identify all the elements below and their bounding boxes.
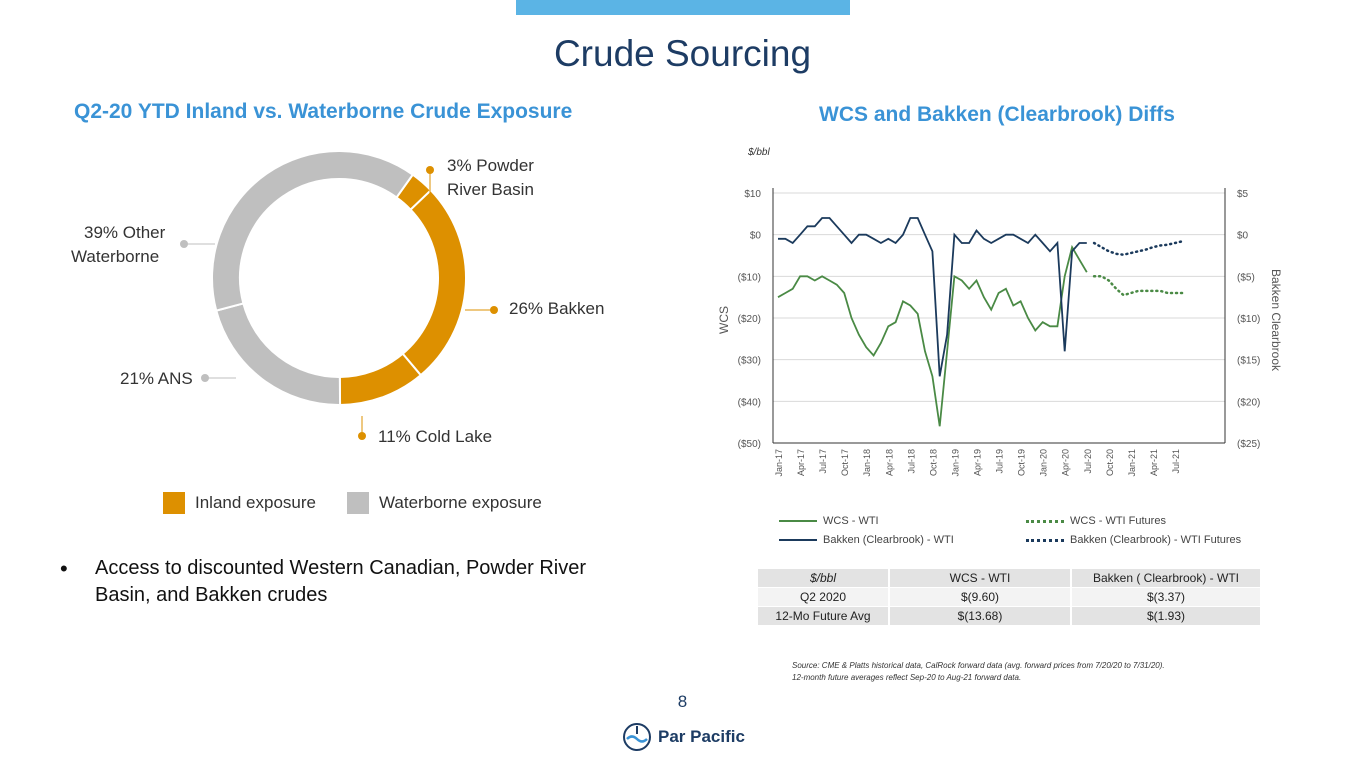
unit-label: $/bbl xyxy=(747,147,770,158)
x-tick-label: Jul-19 xyxy=(995,449,1005,474)
legend-bakken: Bakken (Clearbrook) - WTI xyxy=(779,534,954,546)
donut-subtitle: Q2-20 YTD Inland vs. Waterborne Crude Ex… xyxy=(74,100,573,123)
bullet-point: • Access to discounted Western Canadian,… xyxy=(60,555,620,609)
x-tick-label: Jul-21 xyxy=(1171,449,1181,474)
y2-axis-title: Bakken Clearbrook xyxy=(1269,269,1283,372)
source-line-1: Source: CME & Platts historical data, Ca… xyxy=(792,661,1165,670)
x-tick-label: Apr-19 xyxy=(973,449,983,476)
y2-tick-label: ($20) xyxy=(1237,397,1260,408)
series-bakken-clearbrook-wti-futures xyxy=(1092,240,1184,256)
legend-wcs: WCS - WTI xyxy=(779,515,879,527)
table-cell: Q2 2020 xyxy=(758,587,889,607)
x-tick-label: Oct-18 xyxy=(928,449,938,476)
table-row: 12-Mo Future Avg $(13.68) $(1.93) xyxy=(758,606,1260,626)
diff-summary-table: $/bbl WCS - WTI Bakken ( Clearbrook) - W… xyxy=(758,569,1260,626)
page-title: Crude Sourcing xyxy=(553,33,812,74)
par-pacific-logo: Par Pacific xyxy=(622,722,745,752)
ans-label: 21% ANS xyxy=(120,369,193,388)
source-note: Source: CME & Platts historical data, Ca… xyxy=(792,660,1165,684)
y2-tick-label: ($10) xyxy=(1237,314,1260,325)
x-tick-label: Apr-21 xyxy=(1149,449,1159,476)
y-tick-label: ($50) xyxy=(738,439,761,450)
y-axis-title: WCS xyxy=(717,306,731,334)
x-tick-label: Oct-17 xyxy=(840,449,850,476)
donut-slice-other-waterborne xyxy=(211,150,415,312)
page-number: 8 xyxy=(677,692,688,711)
legend-wcs-label: WCS - WTI xyxy=(823,515,879,527)
legend-inland-label: Inland exposure xyxy=(195,493,316,512)
table-cell: $(9.60) xyxy=(888,587,1071,607)
table-cell: $(1.93) xyxy=(1070,606,1260,626)
x-tick-label: Jul-17 xyxy=(818,449,828,474)
x-tick-label: Jan-20 xyxy=(1039,449,1049,477)
legend-bakken-futures: Bakken (Clearbrook) - WTI Futures xyxy=(1026,534,1241,546)
table-row: Q2 2020 $(9.60) $(3.37) xyxy=(758,587,1260,607)
wave-logo-icon xyxy=(623,723,651,751)
powder-label-2: River Basin xyxy=(447,180,534,199)
x-tick-label: Jul-20 xyxy=(1083,449,1093,474)
series-wcs-wti xyxy=(777,244,1088,427)
x-tick-label: Oct-19 xyxy=(1017,449,1027,476)
diffs-line-chart: $10 $5 $0 $0 ($10) ($5) ($20) ($10) ($30) ($15) ($… xyxy=(717,147,1283,477)
table-cell: 12-Mo Future Avg xyxy=(758,606,889,626)
y2-tick-label: ($25) xyxy=(1237,439,1260,450)
table-header-cell: $/bbl xyxy=(758,569,889,588)
legend-waterborne-label: Waterborne exposure xyxy=(379,493,542,512)
table-header-row: $/bbl WCS - WTI Bakken ( Clearbrook) - W… xyxy=(758,569,1260,588)
legend-bakken-futures-label: Bakken (Clearbrook) - WTI Futures xyxy=(1070,534,1242,546)
table-header-cell: WCS - WTI xyxy=(888,569,1071,588)
y-tick-label: $0 xyxy=(750,231,762,242)
inland-swatch xyxy=(163,492,185,514)
series-bakken-clearbrook-wti xyxy=(778,217,1087,377)
legend-bakken-label: Bakken (Clearbrook) - WTI xyxy=(823,534,954,546)
other-label-1: 39% Other xyxy=(84,223,166,242)
bullet-text: Access to discounted Western Canadian, P… xyxy=(95,557,586,606)
line-chart-subtitle: WCS and Bakken (Clearbrook) Diffs xyxy=(819,103,1175,126)
legend-wcs-futures: WCS - WTI Futures xyxy=(1026,515,1166,527)
table-cell: $(3.37) xyxy=(1070,587,1260,607)
exposure-donut-chart xyxy=(211,150,467,407)
top-accent-bar xyxy=(516,0,850,15)
x-tick-label: Jan-21 xyxy=(1127,449,1137,477)
y2-tick-label: $0 xyxy=(1237,231,1249,242)
y-tick-label: $10 xyxy=(744,189,761,200)
logo-text: Par Pacific xyxy=(658,727,745,746)
x-tick-label: Jul-18 xyxy=(906,449,916,474)
y-tick-label: ($40) xyxy=(738,397,761,408)
x-tick-label: Jan-17 xyxy=(774,449,784,477)
legend-inland: Inland exposure xyxy=(163,492,316,514)
x-tick-label: Apr-17 xyxy=(796,449,806,476)
y-tick-label: ($30) xyxy=(738,356,761,367)
y-tick-label: ($20) xyxy=(738,314,761,325)
x-tick-label: Jan-18 xyxy=(862,449,872,477)
bullet-dot-icon: • xyxy=(60,556,68,581)
x-tick-label: Oct-20 xyxy=(1105,449,1115,476)
cold-lake-label: 11% Cold Lake xyxy=(378,427,493,446)
y2-tick-label: ($15) xyxy=(1237,356,1260,367)
other-label-2: Waterborne xyxy=(71,247,160,266)
legend-waterborne: Waterborne exposure xyxy=(347,492,542,514)
x-tick-label: Apr-20 xyxy=(1061,449,1071,476)
bakken-label: 26% Bakken xyxy=(509,299,605,318)
powder-label-1: 3% Powder xyxy=(447,156,534,175)
series-wcs-wti-futures xyxy=(1092,275,1184,297)
donut-leader-lines xyxy=(180,166,498,440)
table-header-cell: Bakken ( Clearbrook) - WTI xyxy=(1070,569,1260,588)
y2-tick-label: ($5) xyxy=(1237,272,1255,283)
x-tick-label: Apr-18 xyxy=(884,449,894,476)
x-tick-label: Jan-19 xyxy=(950,449,960,477)
source-line-2: 12-month future averages reflect Sep-20 … xyxy=(792,673,1022,682)
legend-wcs-futures-label: WCS - WTI Futures xyxy=(1070,515,1166,527)
y-tick-label: ($10) xyxy=(738,272,761,283)
waterborne-swatch xyxy=(347,492,369,514)
y2-tick-label: $5 xyxy=(1237,189,1249,200)
table-cell: $(13.68) xyxy=(888,606,1071,626)
